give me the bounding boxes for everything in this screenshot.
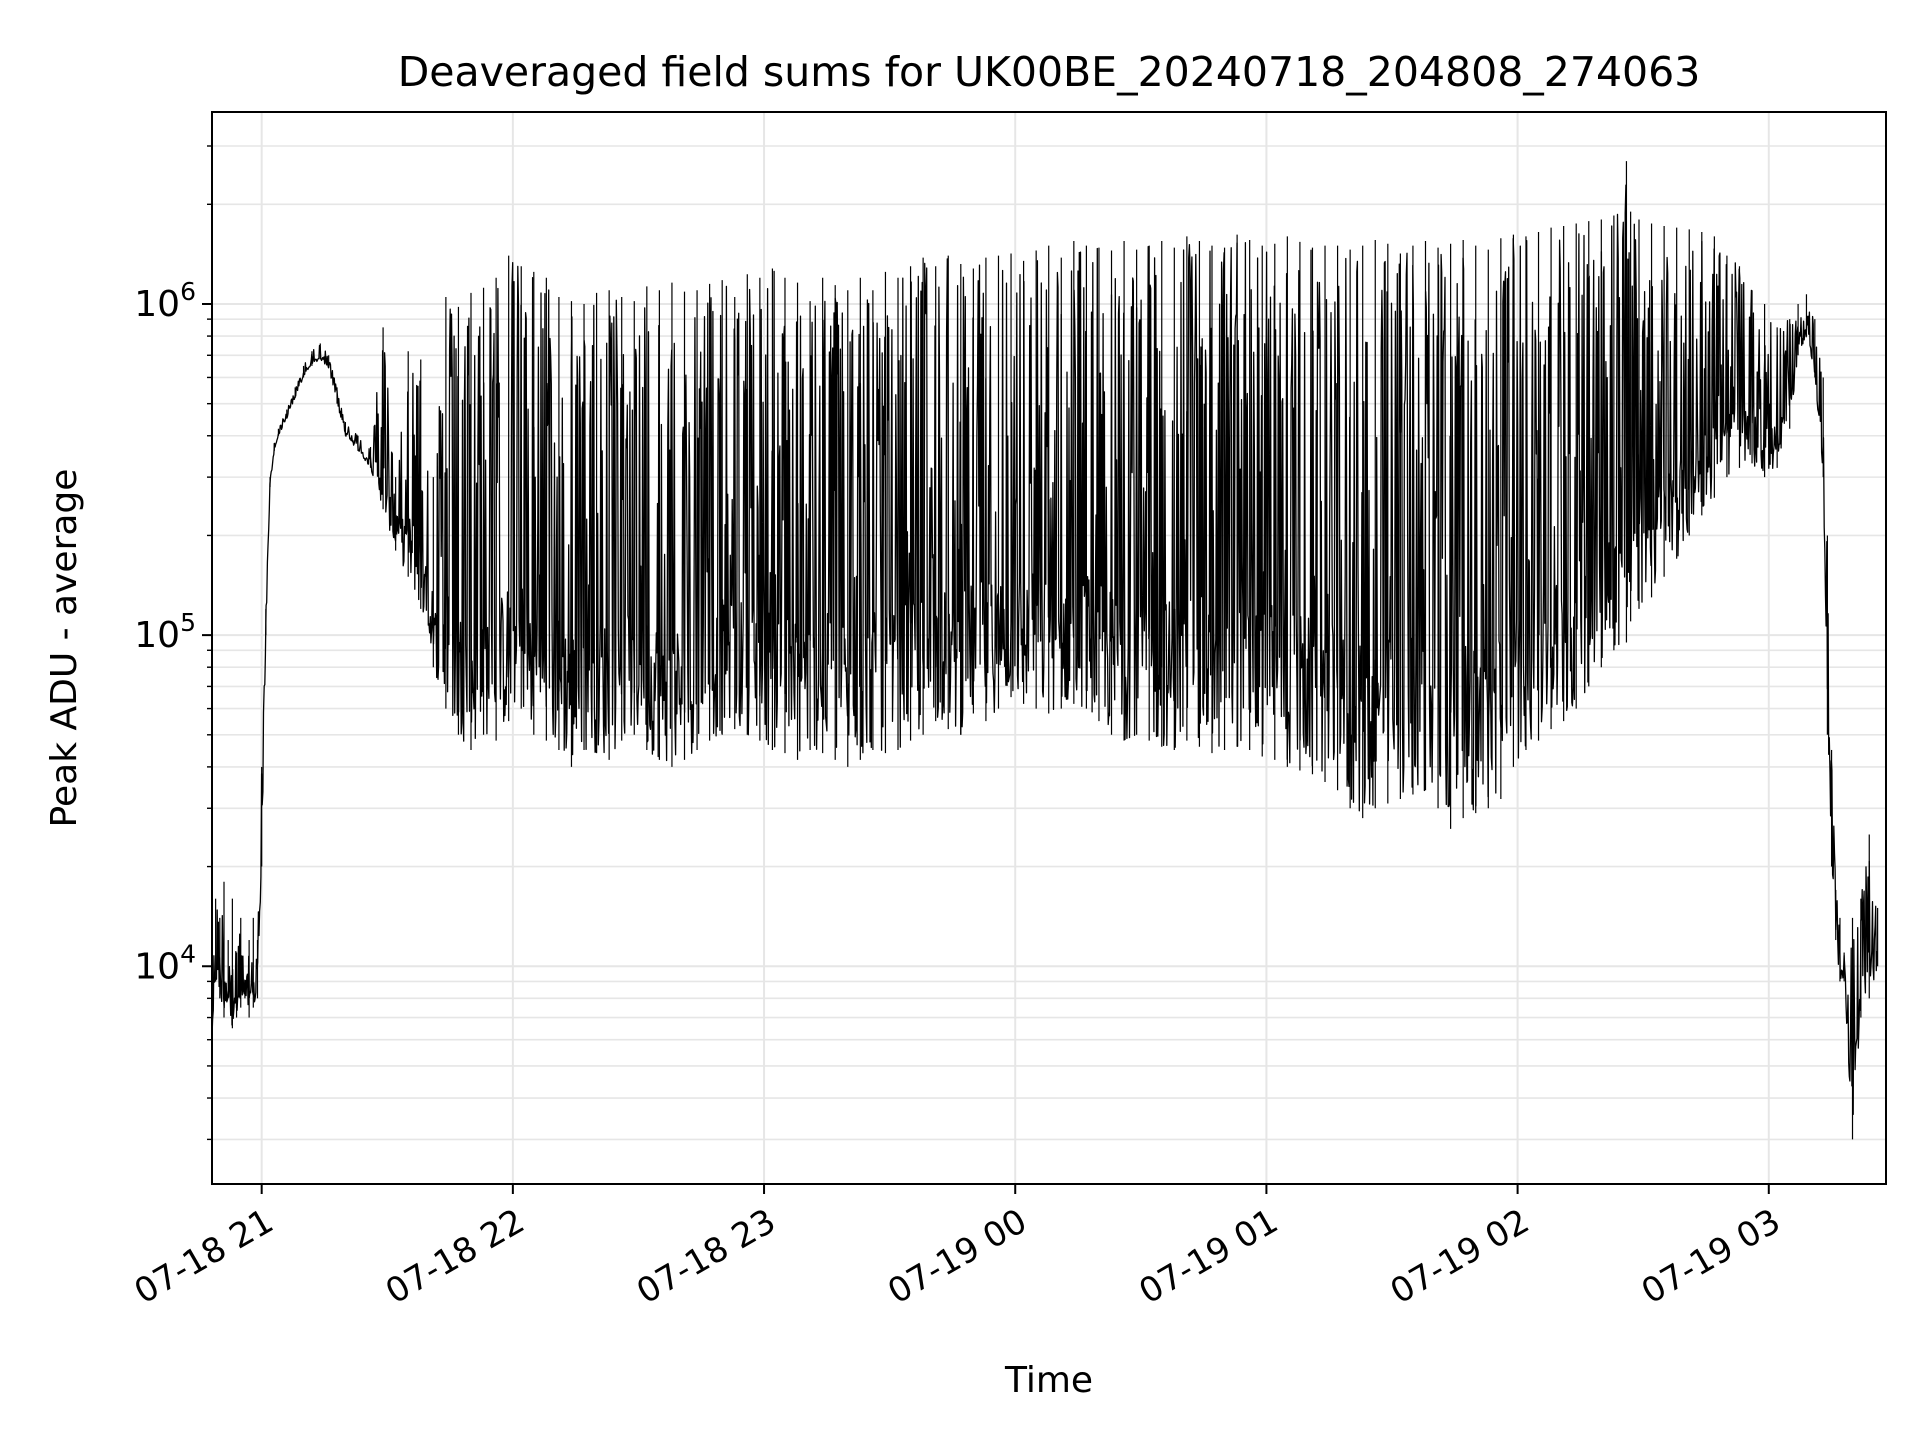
chart-title: Deaveraged field sums for UK00BE_2024071… xyxy=(398,48,1701,96)
y-tick-label: 104 xyxy=(134,939,196,987)
x-axis-label: Time xyxy=(1004,1360,1093,1401)
y-tick-label: 105 xyxy=(134,608,196,656)
y-tick-base: 10 xyxy=(134,284,180,325)
data-series xyxy=(212,112,1886,1140)
y-tick-base: 10 xyxy=(134,946,180,987)
y-tick-exponent: 6 xyxy=(180,277,196,306)
y-tick-label: 106 xyxy=(134,277,196,325)
y-tick-base: 10 xyxy=(134,615,180,656)
y-tick-exponent: 5 xyxy=(180,608,196,637)
y-tick-exponent: 4 xyxy=(180,939,196,968)
series-line xyxy=(212,184,1878,1116)
y-axis-label: Peak ADU - average xyxy=(44,469,85,828)
plot-frame xyxy=(211,111,1887,1185)
